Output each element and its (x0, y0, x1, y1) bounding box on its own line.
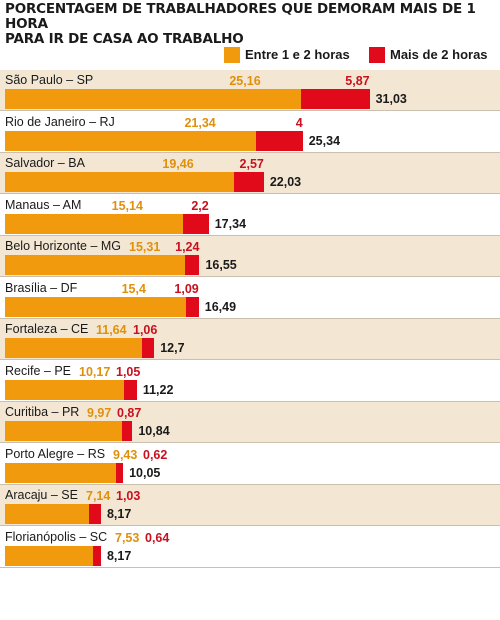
row-rio-de-janeiro-rj: Rio de Janeiro – RJ 21,34 4 25,34 (0, 112, 500, 153)
value-label-entre-1-e-2-horas: 15,31 (129, 240, 161, 254)
value-label-entre-1-e-2-horas: 19,46 (162, 157, 194, 171)
category-label: Porto Alegre – RS (5, 446, 106, 461)
legend-swatch-entre-1-e-2-horas (224, 47, 240, 63)
bar-mais-de-2-horas (141, 338, 155, 358)
bar-entre-1-e-2-horas (5, 89, 301, 109)
category-label: Belo Horizonte – MG (5, 239, 122, 253)
bar-mais-de-2-horas (115, 462, 124, 483)
bar-entre-1-e-2-horas (5, 338, 142, 358)
value-label-mais-de-2-horas: 0,87 (117, 406, 142, 420)
category-label: Recife – PE (5, 363, 72, 378)
value-label-entre-1-e-2-horas: 21,34 (184, 115, 216, 130)
category-label: Manaus – AM (5, 197, 82, 212)
bar-entre-1-e-2-horas (5, 172, 234, 192)
category-label: Fortaleza – CE (5, 322, 89, 336)
value-label-entre-1-e-2-horas: 25,16 (229, 74, 261, 88)
row-manaus-am: Manaus – AM 15,14 2,2 17,34 (0, 195, 500, 236)
value-label-entre-1-e-2-horas: 9,97 (87, 406, 112, 420)
legend: Entre 1 e 2 horas Mais de 2 horas (0, 44, 500, 66)
value-label-mais-de-2-horas: 4 (295, 115, 303, 130)
bar-mais-de-2-horas (233, 172, 264, 192)
bar-entre-1-e-2-horas (5, 296, 186, 317)
bar-entre-1-e-2-horas (5, 213, 183, 234)
value-label-total: 8,17 (106, 507, 132, 521)
value-label-mais-de-2-horas: 1,03 (116, 489, 141, 503)
value-label-total: 16,55 (205, 258, 237, 272)
value-label-entre-1-e-2-horas: 10,17 (79, 364, 111, 379)
value-label-entre-1-e-2-horas: 9,43 (113, 447, 138, 462)
category-label: Brasília – DF (5, 280, 78, 295)
bar-mais-de-2-horas (184, 255, 200, 275)
chart-title-line-2: PARA IR DE CASA AO TRABALHO (5, 31, 244, 47)
bar-entre-1-e-2-horas (5, 545, 94, 566)
category-label: São Paulo – SP (5, 73, 94, 87)
value-label-total: 25,34 (308, 133, 341, 148)
value-label-total: 10,84 (138, 424, 170, 438)
value-label-entre-1-e-2-horas: 15,14 (111, 198, 143, 213)
value-label-entre-1-e-2-horas: 11,64 (96, 323, 127, 337)
row-aracaju-se: Aracaju – SE 7,14 1,03 8,17 (0, 485, 500, 526)
row-porto-alegre-rs: Porto Alegre – RS 9,43 0,62 10,05 (0, 444, 500, 485)
bar-mais-de-2-horas (88, 504, 101, 524)
bar-mais-de-2-horas (122, 421, 133, 441)
value-label-total: 22,03 (269, 175, 302, 189)
bar-entre-1-e-2-horas (5, 130, 256, 151)
value-label-mais-de-2-horas: 0,64 (145, 530, 170, 545)
value-label-mais-de-2-horas: 5,87 (345, 74, 370, 88)
value-label-total: 16,49 (204, 299, 237, 314)
row-recife-pe: Recife – PE 10,17 1,05 11,22 (0, 361, 500, 402)
value-label-entre-1-e-2-horas: 15,4 (121, 281, 146, 296)
value-label-mais-de-2-horas: 1,24 (175, 240, 200, 254)
bar-mais-de-2-horas (185, 296, 199, 317)
value-label-mais-de-2-horas: 2,2 (191, 198, 209, 213)
bar-entre-1-e-2-horas (5, 462, 116, 483)
bar-mais-de-2-horas (93, 545, 101, 566)
value-label-mais-de-2-horas: 1,09 (174, 281, 199, 296)
value-label-total: 11,22 (142, 382, 174, 397)
value-label-total: 31,03 (375, 92, 407, 106)
category-label: Curitiba – PR (5, 405, 80, 419)
row-curitiba-pr: Curitiba – PR 9,97 0,87 10,84 (0, 402, 500, 443)
row-salvador-ba: Salvador – BA 19,46 2,57 22,03 (0, 153, 500, 194)
value-label-entre-1-e-2-horas: 7,14 (86, 489, 111, 503)
bar-entre-1-e-2-horas (5, 421, 123, 441)
category-label: Salvador – BA (5, 156, 85, 170)
category-label: Rio de Janeiro – RJ (5, 114, 115, 129)
value-label-mais-de-2-horas: 2,57 (239, 157, 264, 171)
bar-mais-de-2-horas (300, 89, 370, 109)
legend-swatch-mais-de-2-horas (369, 47, 385, 63)
chart-title-line-1: PORCENTAGEM DE TRABALHADORES QUE DEMORAM… (5, 1, 476, 32)
chart-title: PORCENTAGEM DE TRABALHADORES QUE DEMORAM… (5, 2, 500, 47)
value-label-total: 10,05 (129, 465, 161, 480)
category-label: Florianópolis – SC (5, 529, 108, 544)
row-sao-paulo-sp: São Paulo – SP 25,16 5,87 31,03 (0, 70, 500, 111)
value-label-mais-de-2-horas: 0,62 (143, 447, 168, 462)
value-label-total: 12,7 (160, 341, 185, 355)
bar-entre-1-e-2-horas (5, 379, 125, 400)
value-label-entre-1-e-2-horas: 7,53 (115, 530, 140, 545)
legend-label-entre-1-e-2-horas: Entre 1 e 2 horas (245, 47, 350, 62)
bar-mais-de-2-horas (182, 213, 209, 234)
row-florianopolis-sc: Florianópolis – SC 7,53 0,64 8,17 (0, 527, 500, 568)
bar-mais-de-2-horas (255, 130, 303, 151)
bar-entre-1-e-2-horas (5, 255, 185, 275)
value-label-mais-de-2-horas: 1,06 (133, 323, 158, 337)
value-label-total: 8,17 (106, 548, 132, 563)
value-label-total: 17,34 (214, 216, 247, 231)
value-label-mais-de-2-horas: 1,05 (116, 364, 141, 379)
bar-mais-de-2-horas (124, 379, 137, 400)
row-belo-horizonte-mg: Belo Horizonte – MG 15,31 1,24 16,55 (0, 236, 500, 277)
category-label: Aracaju – SE (5, 488, 78, 502)
bar-entre-1-e-2-horas (5, 504, 89, 524)
legend-label-mais-de-2-horas: Mais de 2 horas (390, 47, 488, 62)
row-brasilia-df: Brasília – DF 15,4 1,09 16,49 (0, 278, 500, 319)
row-fortaleza-ce: Fortaleza – CE 11,64 1,06 12,7 (0, 319, 500, 360)
